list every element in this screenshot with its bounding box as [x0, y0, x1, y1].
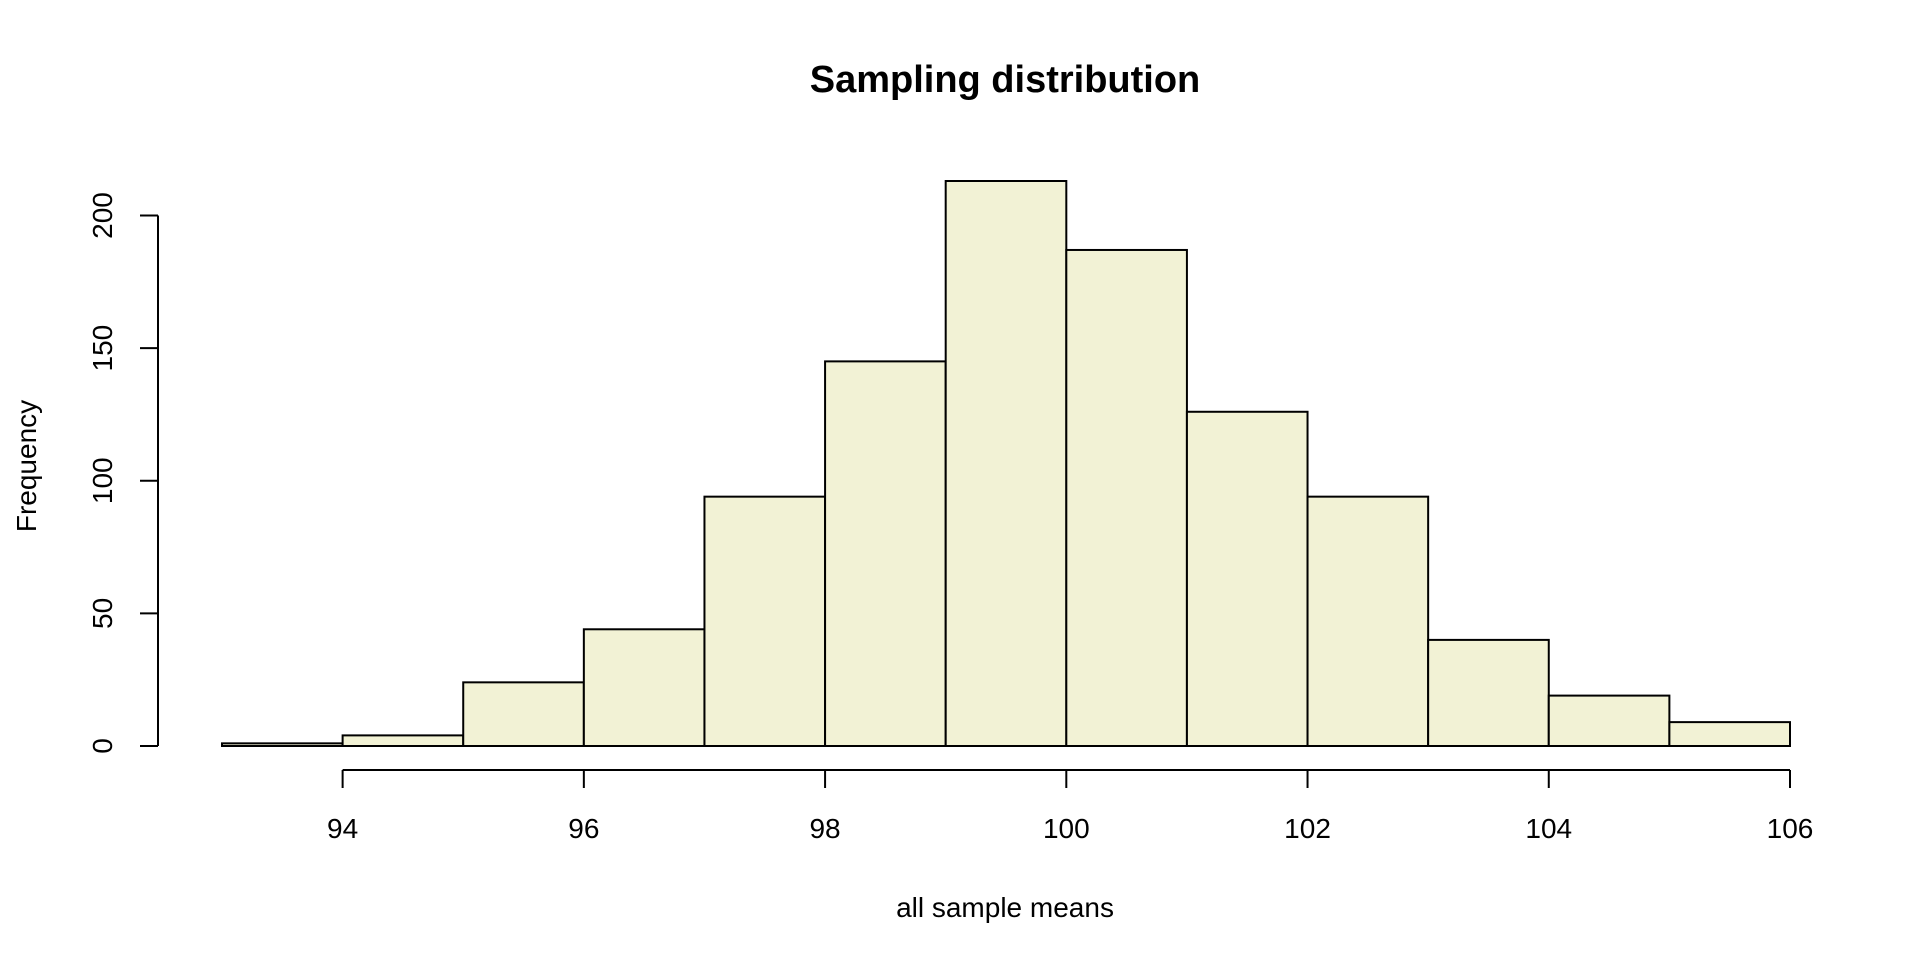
x-tick-label: 100 — [1043, 813, 1090, 844]
x-axis: 94 96 98 100 102 104 106 — [327, 769, 1814, 844]
x-axis-title: all sample means — [896, 892, 1114, 923]
histogram-bar — [582, 628, 706, 747]
histogram-bar — [221, 742, 344, 747]
x-tick-label: 98 — [809, 813, 840, 844]
x-tick-label: 106 — [1767, 813, 1814, 844]
histogram-bar — [1547, 694, 1671, 748]
y-tick-label: 100 — [87, 457, 118, 504]
histogram-bar — [462, 681, 585, 747]
x-tick-label: 94 — [327, 813, 358, 844]
histogram-bar — [1306, 495, 1430, 748]
y-tick-label: 50 — [87, 598, 118, 629]
bars — [221, 180, 1792, 748]
x-tick-label: 96 — [568, 813, 599, 844]
histogram-bar — [1065, 248, 1188, 747]
histogram-bar — [341, 734, 465, 747]
histogram-bar — [944, 180, 1068, 747]
histogram-bar — [1668, 721, 1792, 748]
y-axis: 0 50 100 150 200 — [87, 192, 159, 754]
x-tick-label: 102 — [1284, 813, 1331, 844]
y-axis-title: Frequency — [11, 400, 42, 532]
histogram-bar — [824, 360, 947, 747]
histogram-bar — [703, 495, 827, 748]
y-tick-label: 150 — [87, 325, 118, 372]
y-tick-label: 200 — [87, 192, 118, 239]
x-tick-label: 104 — [1525, 813, 1572, 844]
histogram-bar — [1427, 638, 1550, 748]
histogram-bar — [1185, 410, 1309, 747]
chart-title: Sampling distribution — [810, 59, 1201, 101]
y-tick-label: 0 — [87, 738, 118, 754]
